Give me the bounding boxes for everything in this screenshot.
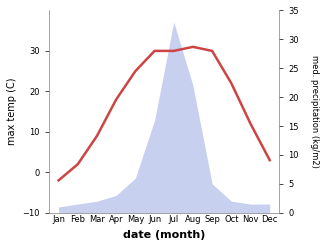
Y-axis label: med. precipitation (kg/m2): med. precipitation (kg/m2) (310, 55, 319, 168)
Y-axis label: max temp (C): max temp (C) (7, 78, 17, 145)
X-axis label: date (month): date (month) (123, 230, 205, 240)
